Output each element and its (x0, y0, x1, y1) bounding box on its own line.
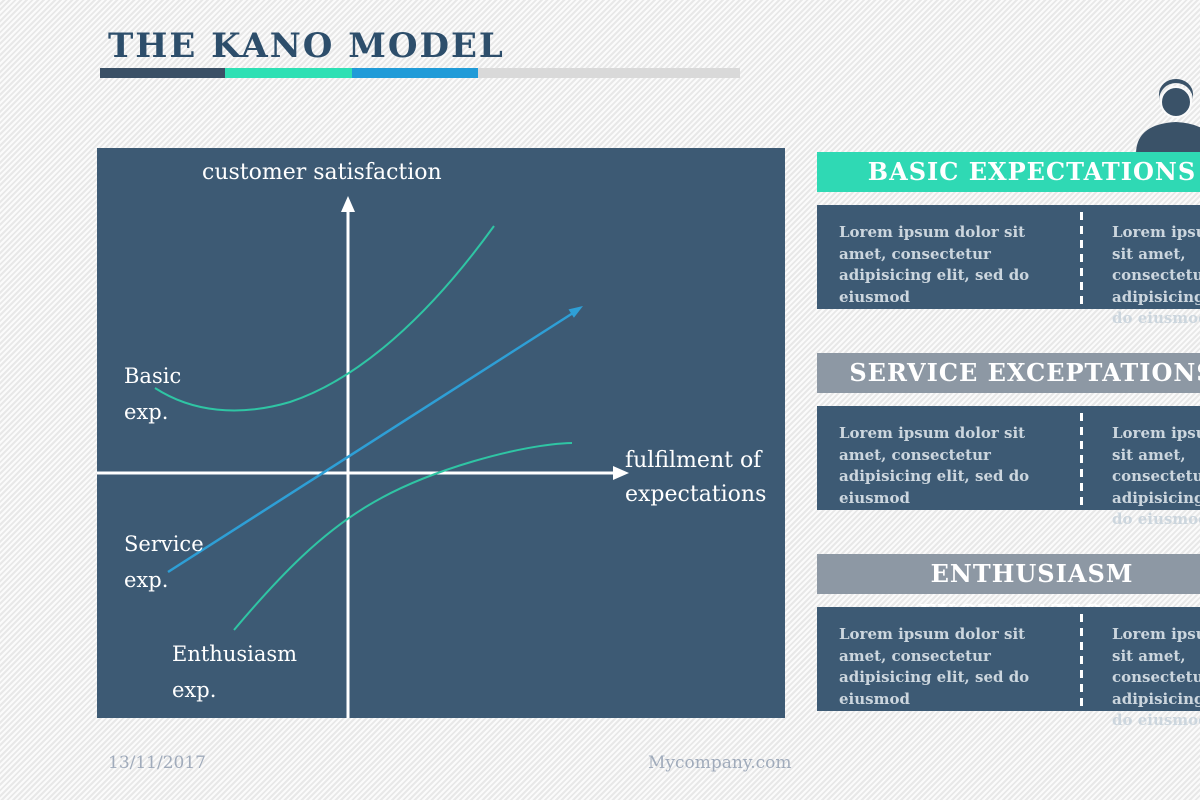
basic-curve (154, 225, 495, 412)
section-panel-basic: Lorem ipsum dolor sit amet, consectetur … (817, 205, 1200, 327)
bar-segment-gray (478, 68, 740, 78)
x-axis-arrow-icon (613, 466, 629, 480)
basic-label-line1: Basic (124, 364, 182, 388)
enthusiasm-label-line2: exp. (172, 678, 217, 702)
service-text-column-1: Lorem ipsum dolor sit amet, consectetur … (839, 424, 1030, 507)
page-title: THE KANO MODEL (108, 26, 505, 66)
service-label-line2: exp. (124, 568, 169, 592)
section-panel-service: Lorem ipsum dolor sit amet, consectetur … (817, 406, 1200, 528)
service-label-line1: Service (124, 532, 204, 556)
x-axis-label: fulfilment of expectations (625, 444, 766, 512)
kano-diagram-curves (97, 196, 629, 718)
enthusiasm-curve-label: Enthusiasm exp. (172, 636, 297, 708)
bar-segment-blue (352, 68, 478, 78)
person-icon (1136, 79, 1200, 154)
basic-text-column-1: Lorem ipsum dolor sit amet, consectetur … (839, 223, 1030, 306)
enthusiasm-text-column-1: Lorem ipsum dolor sit amet, consectetur … (839, 625, 1030, 708)
footer-website: Mycompany.com (648, 753, 792, 773)
section-header-basic: BASIC EXPECTATIONS (817, 152, 1200, 192)
x-axis-label-line2: expectations (625, 482, 767, 507)
basic-curve-label: Basic exp. (124, 358, 181, 430)
service-line (167, 311, 574, 574)
dashed-divider (1080, 413, 1083, 505)
basic-label-line2: exp. (124, 400, 169, 424)
dashed-divider (1080, 212, 1083, 304)
section-panel-enthusiasm: Lorem ipsum dolor sit amet, consectetur … (817, 607, 1200, 729)
enthusiasm-text-column-2: Lorem ipsum dolor sit amet, consectetur … (1112, 625, 1200, 729)
section-header-enthusiasm: ENTHUSIASM EXCEPTATIONS (817, 554, 1200, 628)
y-axis-arrow-icon (341, 196, 355, 212)
y-axis-label: customer satisfaction (202, 160, 442, 185)
section-header-service: SERVICE EXCEPTATIONS (817, 353, 1200, 393)
enthusiasm-label-line1: Enthusiasm (172, 642, 298, 666)
x-axis-label-line1: fulfilment of (625, 448, 762, 473)
service-arrow-icon (568, 306, 583, 318)
bar-segment-teal (225, 68, 352, 78)
enthusiasm-curve (233, 442, 573, 631)
kano-diagram-panel: customer satisfaction fulfilment of expe… (97, 148, 785, 718)
service-text-column-2: Lorem ipsum dolor sit amet, consectetur … (1112, 424, 1200, 528)
title-underline-bar (100, 68, 740, 78)
bar-segment-dark (100, 68, 225, 78)
dashed-divider (1080, 614, 1083, 706)
footer-date: 13/11/2017 (108, 753, 206, 773)
service-curve-label: Service exp. (124, 526, 204, 598)
basic-text-column-2: Lorem ipsum dolor sit amet, consectetur … (1112, 223, 1200, 327)
